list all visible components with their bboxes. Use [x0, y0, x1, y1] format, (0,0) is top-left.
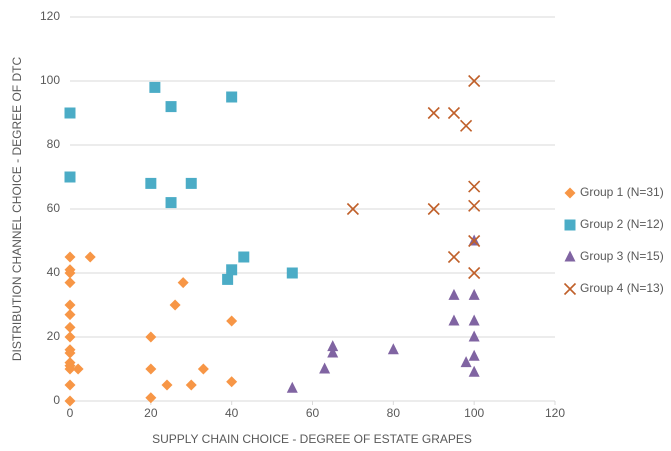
data-point: [460, 119, 473, 132]
data-point: [468, 349, 480, 361]
data-point: [64, 363, 76, 375]
data-point: [161, 379, 173, 391]
data-point: [468, 288, 480, 300]
data-point: [145, 392, 157, 404]
data-point: [177, 277, 189, 289]
data-point: [64, 379, 76, 391]
y-tick-label: 20: [47, 329, 61, 343]
data-point: [468, 266, 481, 280]
legend-marker: [564, 187, 576, 199]
y-tick-label: 100: [40, 73, 60, 87]
data-point: [448, 314, 460, 326]
data-point: [468, 74, 481, 88]
data-point: [145, 177, 157, 189]
data-point: [197, 363, 209, 375]
data-point: [64, 251, 76, 263]
data-point: [427, 202, 440, 216]
data-point: [447, 106, 461, 120]
data-point: [226, 91, 238, 103]
data-point: [286, 267, 298, 279]
x-tick-label: 40: [225, 406, 239, 420]
data-point: [468, 330, 480, 342]
data-point: [64, 321, 76, 333]
x-tick-label: 100: [464, 406, 484, 420]
data-point: [64, 299, 76, 311]
data-point: [447, 250, 461, 264]
data-point: [346, 202, 359, 216]
data-point: [319, 362, 331, 374]
data-point: [226, 376, 238, 388]
legend-label: Group 2 (N=12): [580, 217, 664, 231]
data-point: [387, 343, 399, 355]
x-tick-label: 80: [387, 406, 401, 420]
data-point: [64, 277, 76, 289]
x-tick-label: 60: [306, 406, 320, 420]
data-point: [64, 309, 76, 321]
data-point: [185, 379, 197, 391]
data-point: [84, 251, 96, 263]
data-point: [226, 264, 238, 276]
data-point: [468, 314, 480, 326]
x-tick-label: 20: [144, 406, 158, 420]
data-point: [427, 106, 440, 120]
data-point: [238, 251, 250, 263]
data-point: [448, 288, 460, 300]
y-tick-label: 80: [47, 137, 61, 151]
data-point: [64, 107, 76, 119]
data-point: [145, 363, 157, 375]
data-point: [64, 347, 76, 359]
data-point: [149, 81, 161, 93]
data-point: [286, 381, 298, 393]
y-tick-label: 0: [53, 393, 60, 407]
legend-marker: [563, 282, 577, 296]
data-point: [64, 331, 76, 343]
data-point: [72, 363, 84, 375]
data-point: [468, 234, 481, 248]
data-point: [169, 299, 181, 311]
data-point: [327, 346, 339, 358]
legend-label: Group 1 (N=31): [580, 185, 664, 199]
data-point: [64, 171, 76, 183]
data-point: [145, 331, 157, 343]
y-tick-label: 60: [47, 201, 61, 215]
y-tick-label: 40: [47, 265, 61, 279]
x-tick-label: 120: [545, 406, 565, 420]
x-axis-label: SUPPLY CHAIN CHOICE - DEGREE OF ESTATE G…: [152, 432, 472, 446]
data-point: [226, 315, 238, 327]
data-point: [222, 273, 234, 285]
data-point: [327, 340, 339, 352]
legend-marker: [564, 250, 576, 262]
data-point: [468, 365, 480, 377]
data-point: [165, 197, 177, 209]
data-point: [185, 177, 197, 189]
data-point: [165, 101, 177, 113]
data-point: [468, 199, 481, 212]
y-axis-label: DISTRIBUTION CHANNEL CHOICE - DEGREE OF …: [10, 57, 24, 362]
data-point: [468, 180, 481, 193]
legend-marker: [564, 219, 576, 231]
legend-label: Group 3 (N=15): [580, 249, 664, 263]
data-point: [64, 395, 76, 407]
x-tick-label: 0: [67, 406, 74, 420]
data-point: [64, 267, 76, 279]
legend-label: Group 4 (N=13): [580, 281, 664, 295]
y-tick-label: 120: [40, 9, 60, 23]
data-point: [460, 356, 472, 368]
